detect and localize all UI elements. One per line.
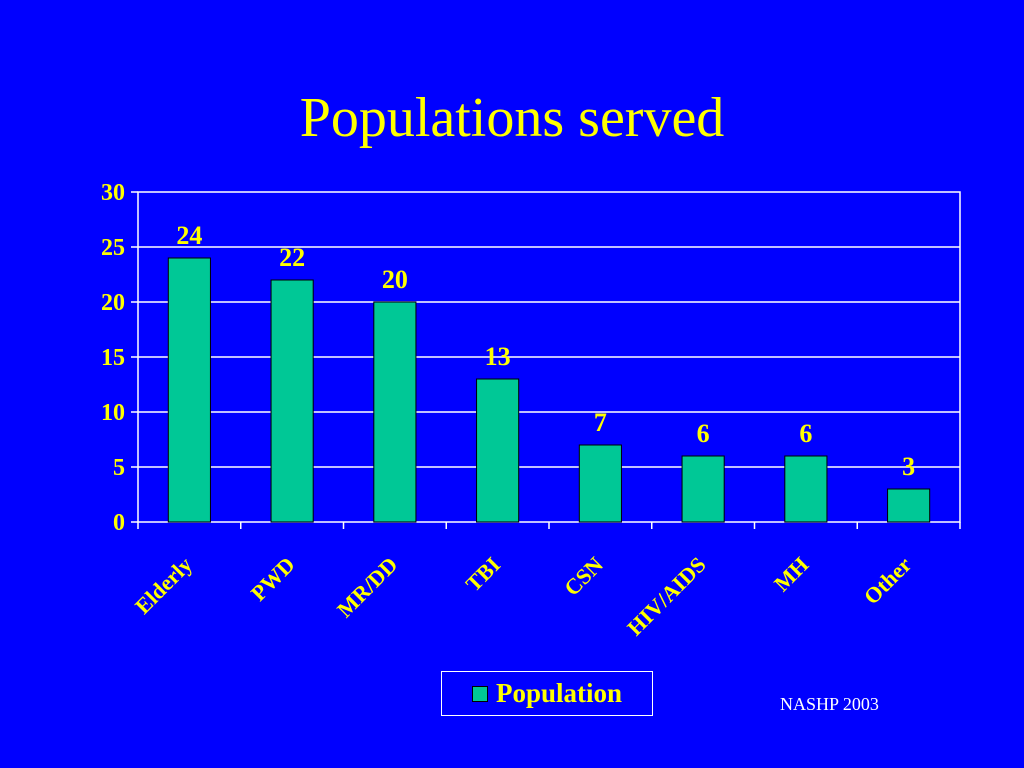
x-tick-label: MH (769, 552, 813, 596)
x-tick-label: Elderly (130, 552, 197, 619)
source-note: NASHP 2003 (780, 694, 879, 714)
bar (270, 279, 314, 523)
bar (887, 488, 931, 523)
legend-swatch (471, 685, 488, 702)
data-label: 6 (799, 419, 812, 448)
legend: Population (441, 671, 653, 716)
y-tick-label: 5 (113, 455, 125, 481)
data-label: 3 (902, 452, 915, 481)
x-tick-label: CSN (559, 552, 608, 601)
data-label: 6 (697, 419, 710, 448)
y-tick-label: 15 (101, 345, 125, 371)
bar (373, 301, 417, 523)
y-tick-label: 30 (101, 180, 125, 206)
y-tick-label: 20 (101, 290, 125, 316)
bar (476, 378, 520, 523)
x-tick-label: HIV/AIDS (622, 552, 711, 641)
x-tick-label: MR/DD (332, 552, 402, 622)
y-tick-label: 25 (101, 235, 125, 261)
axis-ticks (131, 191, 961, 529)
legend-label: Population (495, 678, 623, 708)
data-label: 7 (594, 408, 607, 437)
data-label: 13 (485, 342, 511, 371)
bar (578, 444, 622, 523)
x-tick-label: Other (859, 552, 917, 610)
data-label: 20 (382, 265, 408, 294)
x-tick-label: PWD (246, 552, 300, 606)
gridlines (138, 246, 960, 468)
y-tick-label: 10 (101, 400, 125, 426)
x-tick-label: TBI (461, 552, 505, 596)
bar (681, 455, 725, 523)
chart-title: Populations served (299, 87, 725, 149)
bar (167, 257, 211, 523)
bar (784, 455, 828, 523)
y-tick-label: 0 (113, 510, 125, 536)
bars (167, 257, 931, 523)
data-label: 22 (279, 243, 305, 272)
data-label: 24 (176, 221, 202, 250)
